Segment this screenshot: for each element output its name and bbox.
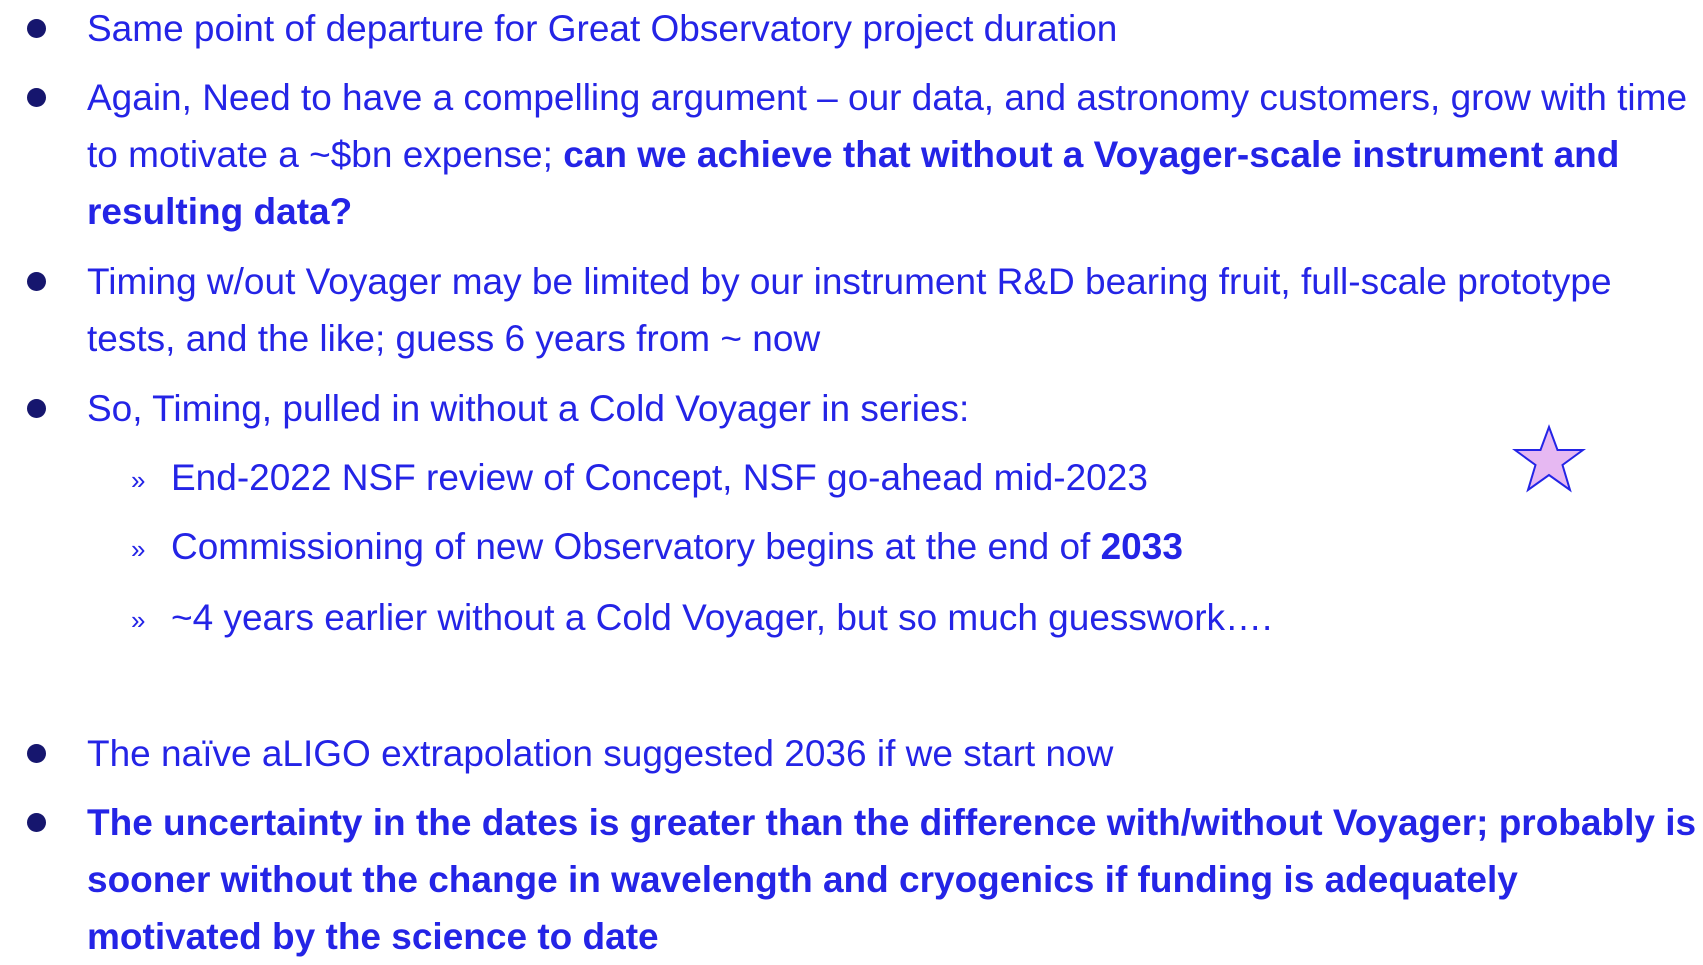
bullet-dot <box>27 813 46 832</box>
bullet-item: So, Timing, pulled in without a Cold Voy… <box>27 380 1699 437</box>
bullet-marker: » <box>131 534 146 564</box>
text: Again, Need to have a compelling argumen… <box>87 77 1688 175</box>
sub-bullet-item: » End-2022 NSF review of Concept, NSF go-… <box>131 449 1671 506</box>
text: The naïve aLIGO extrapolation suggested … <box>87 733 1114 774</box>
text: Commissioning of new Observatory begins … <box>171 526 1101 567</box>
bold-text: can we achieve that without a Voyager-sc… <box>87 134 1620 232</box>
bullet-marker: » <box>131 465 146 495</box>
bullet-item: The naïve aLIGO extrapolation suggested … <box>27 725 1699 782</box>
star-shape <box>1512 424 1586 493</box>
bullet-dot <box>27 744 46 763</box>
text: End-2022 NSF review of Concept, NSF go-a… <box>171 457 1148 498</box>
bullet-item: Again, Need to have a compelling argumen… <box>27 69 1699 240</box>
text: Timing w/out Voyager may be limited by o… <box>87 261 1612 359</box>
bullet-dot <box>27 272 46 291</box>
bullet-dot <box>27 88 46 107</box>
bullet-item: Timing w/out Voyager may be limited by o… <box>27 253 1699 367</box>
bold-text: The uncertainty in the dates is greater … <box>87 802 1697 957</box>
sub-bullet-item: » Commissioning of new Observatory begins… <box>131 518 1671 575</box>
bullet-item: The uncertainty in the dates is greater … <box>27 794 1699 965</box>
text: Same point of departure for Great Observ… <box>87 8 1118 49</box>
bold-text: 2033 <box>1100 526 1183 567</box>
bullet-dot <box>27 399 46 418</box>
star-icon <box>1512 424 1586 493</box>
bullet-dot <box>27 19 46 38</box>
bullet-item: Same point of departure for Great Observ… <box>27 0 1699 57</box>
text: So, Timing, pulled in without a Cold Voy… <box>87 388 970 429</box>
text: ~4 years earlier without a Cold Voyager,… <box>171 597 1273 638</box>
bullet-marker: » <box>131 605 146 635</box>
sub-bullet-item: » ~4 years earlier without a Cold Voyager… <box>131 589 1671 646</box>
